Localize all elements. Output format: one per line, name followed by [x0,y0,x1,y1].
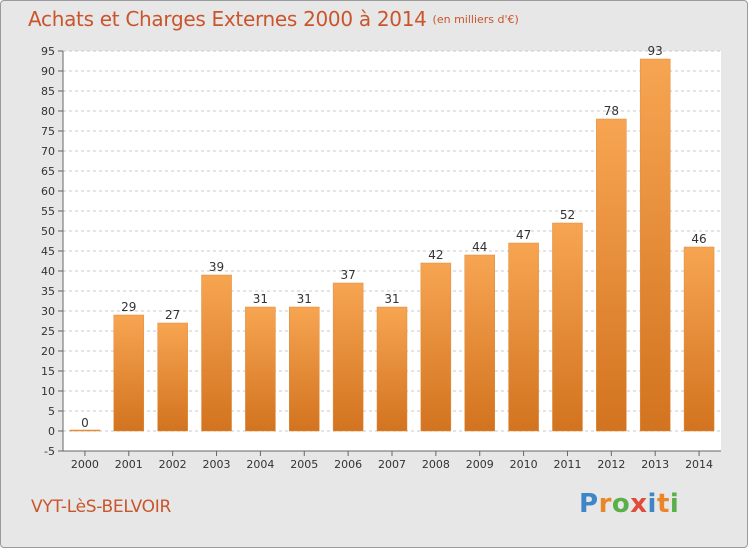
y-tick-label: 0 [48,425,55,438]
data-label-2002: 27 [165,308,180,322]
x-tick-label: 2011 [553,458,581,471]
y-tick-label: 60 [41,185,55,198]
x-tick-label: 2009 [466,458,494,471]
y-tick-label: 90 [41,65,55,78]
bar-2006 [332,282,364,432]
y-tick-label: 40 [41,265,55,278]
y-tick-label: 15 [41,365,55,378]
y-tick-label: 45 [41,245,55,258]
data-label-2006: 37 [340,268,355,282]
x-tick-label: 2006 [334,458,362,471]
bar-2008 [420,262,452,432]
bar-2007 [376,306,408,432]
x-tick-label: 2008 [422,458,450,471]
x-tick-label: 2001 [115,458,143,471]
bar-2010 [508,242,539,432]
x-tick-label: 2000 [71,458,99,471]
logo-letter: o [611,489,631,519]
data-label-2004: 31 [253,292,268,306]
data-label-2007: 31 [384,292,399,306]
x-tick-label: 2013 [641,458,669,471]
bar-2012 [596,118,627,432]
data-label-2000: 0 [81,416,89,430]
y-tick-label: 85 [41,85,55,98]
data-label-2011: 52 [560,208,575,222]
bar-2004 [245,306,276,432]
bars [69,58,715,432]
data-label-2001: 29 [121,300,136,314]
y-tick-label: 65 [41,165,55,178]
y-tick-label: 75 [41,125,55,138]
logo-letter: t [656,489,670,519]
commune-name: VYT-LèS-BELVOIR [31,497,171,517]
y-tick-label: 10 [41,385,55,398]
logo-letter: i [647,489,657,519]
logo-letter: i [669,489,680,519]
x-tick-label: 2007 [378,458,406,471]
bar-2003 [201,274,232,432]
data-label-2009: 44 [472,240,487,254]
data-labels: 0 29 27 39 31 31 37 31 42 44 47 52 78 93 46 [81,44,707,430]
y-tick-label: 50 [41,225,55,238]
bar-2014 [683,246,715,432]
data-label-2013: 93 [648,44,663,58]
data-label-2014: 46 [691,232,706,246]
bar-2013 [639,58,671,432]
x-tick-label: 2004 [246,458,274,471]
data-label-2005: 31 [297,292,312,306]
x-tick-label: 2010 [510,458,538,471]
y-tick-label: 35 [41,285,55,298]
logo-letter: r [598,489,612,519]
data-label-2010: 47 [516,228,531,242]
data-label-2003: 39 [209,260,224,274]
data-label-2008: 42 [428,248,443,262]
bar-2001 [113,314,145,432]
y-tick-label: 30 [41,305,55,318]
bar-2005 [289,306,320,432]
x-tick-label: 2005 [290,458,318,471]
x-tick-label: 2003 [203,458,231,471]
data-label-2012: 78 [604,104,619,118]
x-tick-label: 2014 [685,458,713,471]
x-tick-label: 2002 [159,458,187,471]
x-tick-label: 2012 [597,458,625,471]
chart-title: Achats et Charges Externes 2000 à 2014 [28,7,427,31]
y-tick-label: -5 [44,445,55,458]
logo-letter: P [579,489,599,519]
y-tick-label: 20 [41,345,55,358]
chart-title-block: Achats et Charges Externes 2000 à 2014 (e… [28,7,519,31]
y-tick-label: 25 [41,325,55,338]
proxiti-logo[interactable]: Proxiti [579,489,679,519]
y-tick-label: 55 [41,205,55,218]
bar-2009 [464,254,495,432]
chart-unit: (en milliers d'€) [432,13,519,26]
bar-2000 [69,429,101,432]
y-tick-label: 5 [48,405,55,418]
bar-2002 [157,322,188,432]
y-tick-label: 95 [41,45,55,58]
axes: -5 0 5 10 15 20 25 30 35 40 45 50 55 60 65 70 75 80 85 90 95… [41,45,721,471]
y-tick-label: 70 [41,145,55,158]
bar-2011 [552,222,583,432]
logo-letter: x [630,489,648,519]
y-tick-label: 80 [41,105,55,118]
